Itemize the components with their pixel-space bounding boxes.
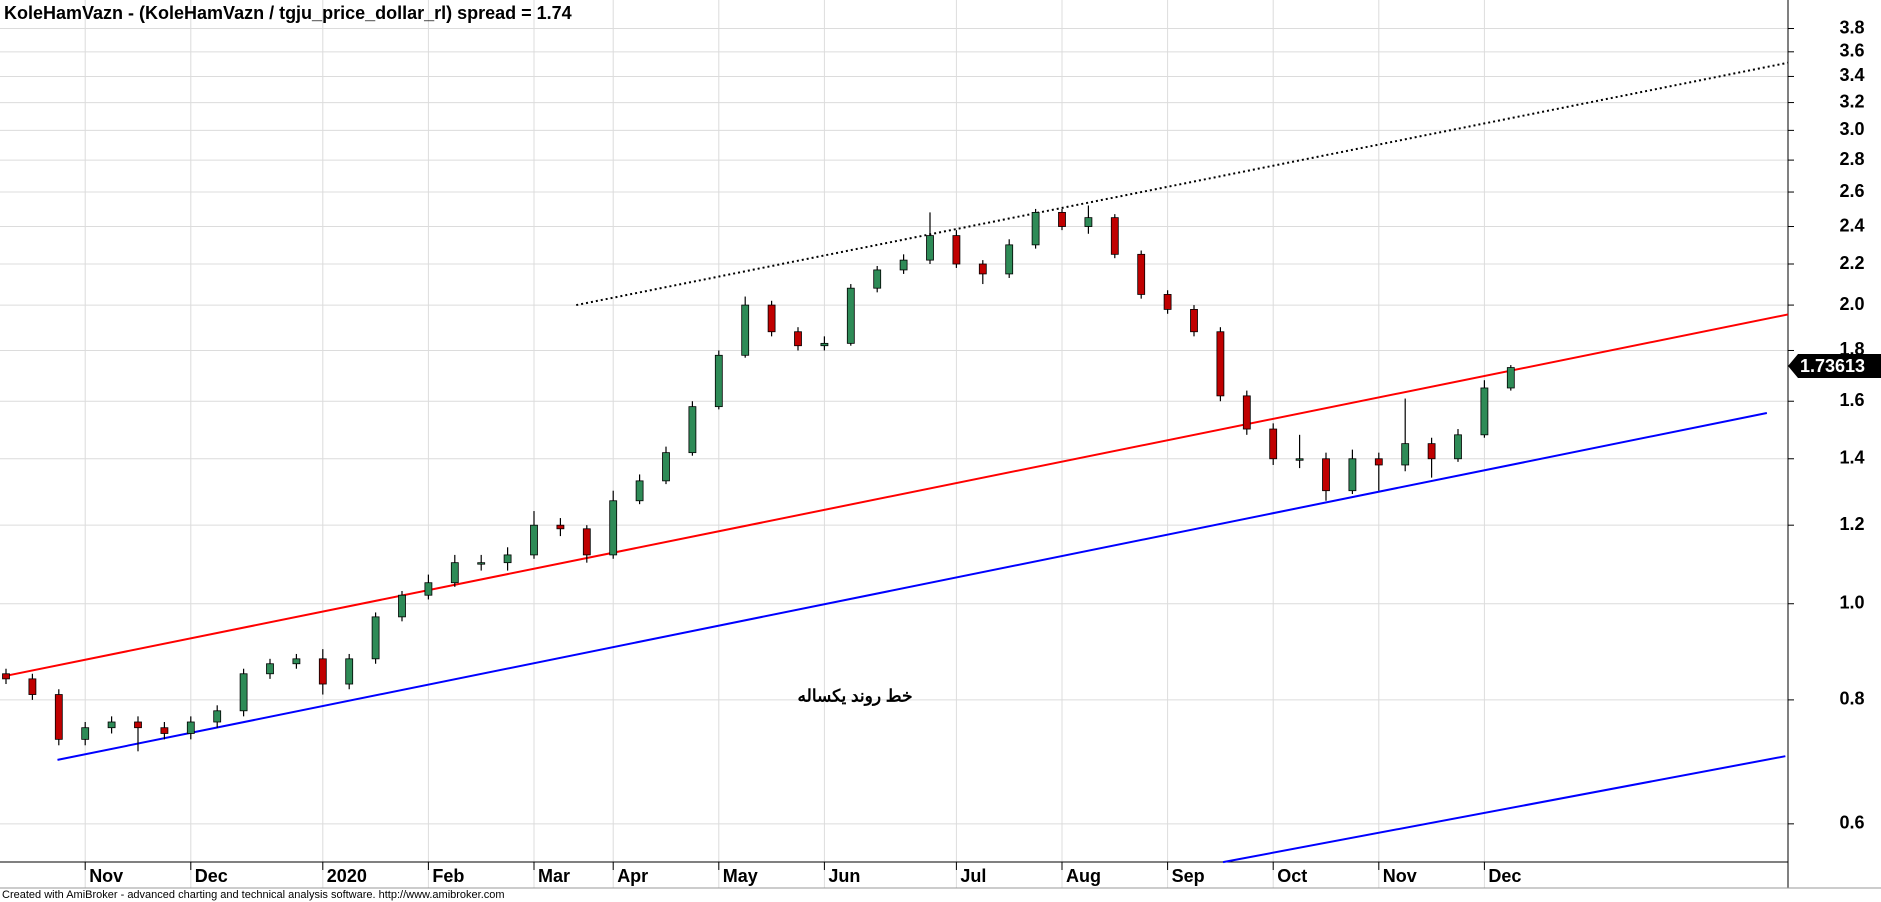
candle-body bbox=[952, 235, 961, 265]
y-tick-label: 3.0 bbox=[1839, 119, 1864, 139]
x-tick-label: Feb bbox=[432, 866, 464, 886]
trend-line bbox=[576, 61, 1789, 307]
candle-body bbox=[318, 658, 327, 685]
candle-body bbox=[345, 658, 354, 685]
candle-body bbox=[371, 616, 380, 660]
candle-body bbox=[239, 673, 248, 712]
candle-body bbox=[107, 721, 116, 729]
annotation: خط روند یکساله bbox=[798, 686, 913, 706]
candle-body bbox=[450, 562, 459, 584]
y-tick-label: 2.6 bbox=[1839, 181, 1864, 201]
candle-body bbox=[477, 562, 486, 565]
candle-body bbox=[54, 694, 63, 740]
last-value-box bbox=[1788, 354, 1881, 379]
candle-body bbox=[530, 524, 538, 556]
candle-body bbox=[635, 480, 644, 502]
x-tick-label: Sep bbox=[1172, 866, 1205, 886]
trend-line bbox=[5, 313, 1789, 677]
candle-body bbox=[1084, 217, 1093, 227]
x-tick-label: Dec bbox=[195, 866, 228, 886]
candle-body bbox=[1322, 458, 1330, 492]
candle-body bbox=[81, 727, 90, 740]
candle-body bbox=[398, 594, 406, 618]
y-tick-label: 0.6 bbox=[1839, 813, 1864, 833]
candle-body bbox=[1216, 331, 1225, 397]
y-tick-label: 2.0 bbox=[1839, 294, 1864, 314]
x-tick-label: Jun bbox=[828, 866, 860, 886]
y-tick-label: 1.2 bbox=[1839, 514, 1864, 534]
candle-body bbox=[1427, 443, 1436, 460]
y-tick-label: 2.8 bbox=[1839, 149, 1864, 169]
y-tick-label: 3.4 bbox=[1839, 65, 1864, 85]
candle-body bbox=[926, 235, 934, 261]
candle-body bbox=[1058, 211, 1066, 227]
x-tick-label: Aug bbox=[1066, 866, 1101, 886]
candle-body bbox=[741, 304, 750, 356]
candle-body bbox=[609, 500, 618, 556]
y-tick-label: 2.4 bbox=[1839, 215, 1864, 235]
last-value-label: 1.73613 bbox=[1800, 356, 1865, 376]
x-tick-label: Dec bbox=[1488, 866, 1521, 886]
y-tick-label: 0.8 bbox=[1839, 689, 1864, 709]
candle-body bbox=[1506, 367, 1515, 389]
candle-body bbox=[846, 287, 855, 344]
candle-body bbox=[134, 721, 142, 729]
candle-body bbox=[503, 554, 512, 564]
candle-body bbox=[424, 582, 433, 596]
candle-body bbox=[556, 524, 565, 530]
candle-body bbox=[873, 269, 882, 289]
x-tick-label: Mar bbox=[538, 866, 570, 886]
y-tick-label: 1.4 bbox=[1839, 448, 1864, 468]
candle-body bbox=[820, 342, 829, 347]
candle-body bbox=[582, 528, 591, 556]
candle-body bbox=[1480, 387, 1489, 436]
trend-line bbox=[1222, 755, 1786, 864]
candle-body bbox=[1110, 217, 1119, 255]
candle-body bbox=[213, 710, 222, 723]
candle-body bbox=[160, 727, 169, 734]
y-tick-label: 1.0 bbox=[1839, 592, 1864, 612]
y-tick-label: 2.2 bbox=[1839, 253, 1864, 273]
candle-body bbox=[1295, 458, 1304, 461]
candle-body bbox=[794, 331, 802, 347]
candle-body bbox=[1348, 458, 1357, 492]
candle-body bbox=[1401, 443, 1410, 466]
chart-title: KoleHamVazn - (KoleHamVazn / tgju_price_… bbox=[4, 3, 572, 23]
candle-body bbox=[28, 678, 37, 695]
x-tick-label: May bbox=[723, 866, 758, 886]
candle-body bbox=[1242, 395, 1251, 430]
y-tick-label: 3.2 bbox=[1839, 91, 1864, 111]
candle-body bbox=[1269, 428, 1278, 460]
x-tick-label: Nov bbox=[89, 866, 123, 886]
y-tick-label: 1.6 bbox=[1839, 390, 1864, 410]
candle-body bbox=[1163, 294, 1172, 310]
x-tick-label: Jul bbox=[960, 866, 986, 886]
x-tick-label: Apr bbox=[617, 866, 648, 886]
x-tick-label: Oct bbox=[1277, 866, 1307, 886]
candle-body bbox=[1031, 211, 1040, 246]
candle-body bbox=[1374, 458, 1383, 466]
candle-body bbox=[978, 263, 987, 275]
candle-body bbox=[1137, 253, 1146, 295]
candle-body bbox=[1454, 434, 1462, 460]
candle-body bbox=[186, 721, 195, 734]
candle-body bbox=[899, 259, 908, 271]
x-tick-label: 2020 bbox=[327, 866, 367, 886]
candle-body bbox=[2, 673, 10, 680]
candle-body bbox=[714, 354, 723, 408]
candle-body bbox=[266, 663, 274, 675]
footer: Created with AmiBroker - advanced charti… bbox=[2, 889, 505, 901]
y-tick-label: 3.8 bbox=[1839, 17, 1864, 37]
y-tick-label: 3.6 bbox=[1839, 41, 1864, 61]
candle-body bbox=[662, 452, 670, 482]
candle-body bbox=[1190, 309, 1198, 333]
candle-body bbox=[767, 304, 776, 333]
candle-body bbox=[1005, 244, 1014, 275]
candle-body bbox=[688, 406, 697, 454]
x-tick-label: Nov bbox=[1383, 866, 1417, 886]
candle-body bbox=[292, 658, 301, 665]
trend-line bbox=[57, 411, 1768, 761]
